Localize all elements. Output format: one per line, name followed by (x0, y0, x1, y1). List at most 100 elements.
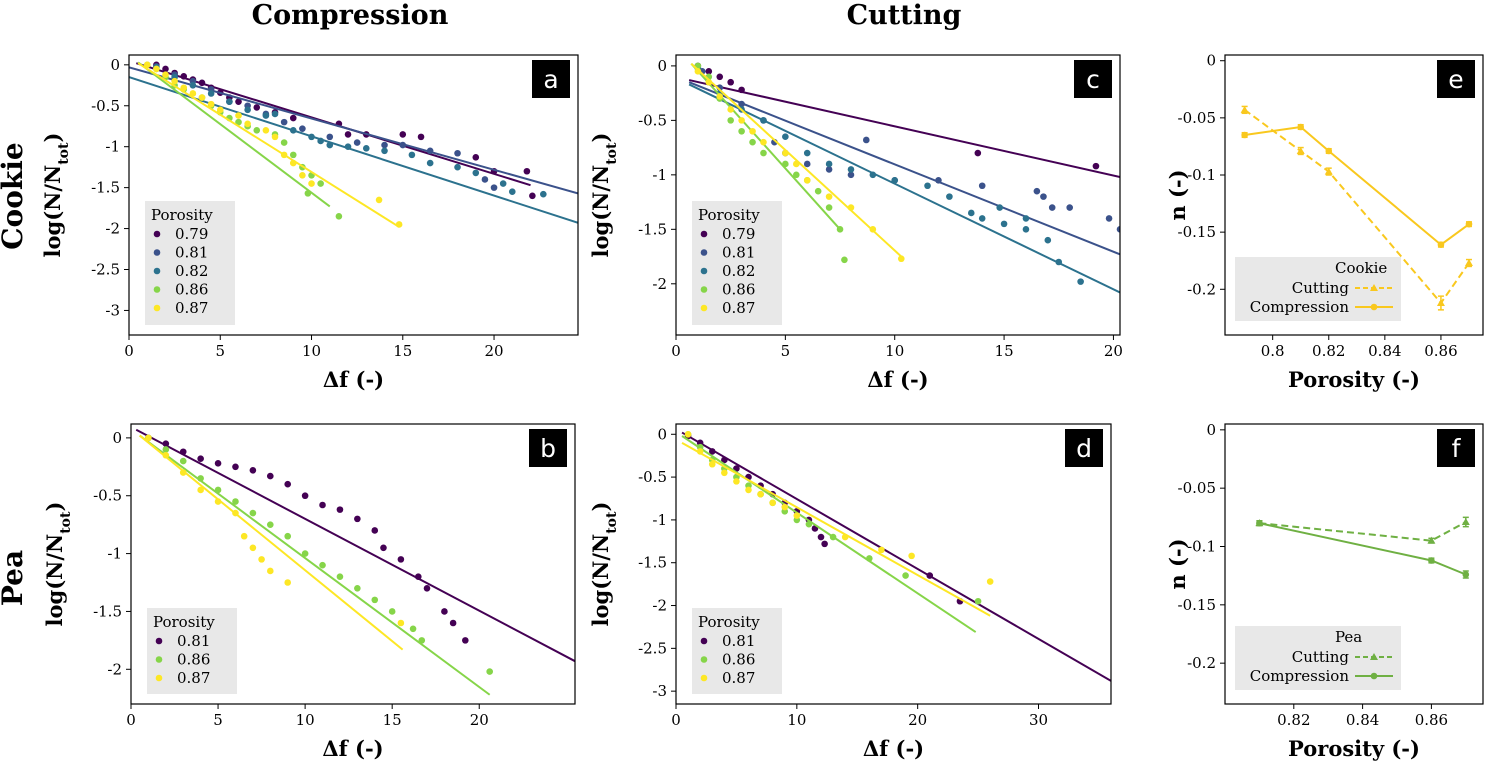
data-point (249, 544, 257, 552)
data-marker (1428, 557, 1435, 564)
data-marker (1241, 131, 1248, 139)
fit-line (137, 62, 400, 228)
fit-line (129, 76, 578, 224)
data-marker (1297, 123, 1305, 131)
data-point (249, 466, 257, 474)
data-point (354, 584, 361, 592)
data-point (716, 73, 724, 81)
legend-marker (700, 249, 708, 256)
y-axis-label: log(N/Ntot) (40, 133, 72, 258)
data-point (825, 160, 833, 168)
data-marker (1436, 299, 1445, 306)
series-0.87 (690, 62, 905, 263)
data-point (299, 125, 306, 132)
data-point (262, 127, 270, 134)
data-point (284, 532, 292, 540)
data-point (986, 578, 994, 585)
x-tick-label: 0.86 (1415, 711, 1448, 729)
legend-title: Porosity (698, 206, 760, 224)
legend-label: 0.81 (722, 632, 755, 650)
data-point (317, 180, 324, 187)
legend-marker (153, 230, 161, 238)
data-point (244, 106, 251, 114)
fit-line (137, 61, 331, 208)
data-point (335, 212, 343, 220)
data-point (216, 106, 224, 114)
data-point (974, 149, 982, 157)
data-point (825, 193, 833, 200)
panel-f: 0.82 0.84 0.86 0 -0.05 -0.1 -0.15 -0.2 Porosity … (1165, 421, 1484, 761)
plot-frame (1224, 54, 1484, 336)
data-point (189, 81, 197, 89)
data-point (271, 110, 279, 118)
data-marker (1462, 571, 1470, 578)
series-0.87 (137, 61, 403, 228)
data-point (301, 492, 309, 500)
data-point (266, 521, 274, 528)
data-point (171, 77, 178, 85)
fit-line (690, 62, 902, 258)
series-0.86 (139, 434, 493, 696)
legend-label: 0.81 (175, 244, 208, 262)
x-tick-label: 0.82 (1277, 711, 1310, 729)
y-tick-label: -0.2 (1187, 280, 1216, 298)
data-point (371, 527, 379, 534)
x-tick-label: 0.82 (1312, 342, 1345, 360)
panel-label-box (529, 429, 567, 467)
data-point (289, 114, 297, 122)
data-point (781, 503, 789, 511)
legend-marker (700, 304, 708, 312)
series-Cutting (1255, 516, 1470, 544)
data-point (727, 106, 734, 113)
y-axis-label-sub: tot (56, 142, 72, 165)
series-line (1259, 522, 1467, 576)
data-point (694, 68, 702, 75)
data-point (371, 596, 379, 604)
fit-line (688, 83, 1120, 294)
data-point (878, 546, 885, 554)
data-point (825, 166, 833, 173)
fit-line (129, 66, 578, 195)
data-point (289, 151, 297, 159)
y-tick-label: 0 (1206, 52, 1216, 70)
x-tick-label: 0.8 (1261, 342, 1285, 360)
series-Cutting (1240, 105, 1473, 311)
data-point (821, 540, 828, 548)
data-point (472, 154, 480, 161)
x-tick-label: 15 (995, 342, 1014, 360)
legend-marker (155, 656, 163, 663)
y-axis-label-close: ) (42, 502, 67, 512)
data-point (381, 141, 388, 149)
data-point (760, 149, 767, 157)
data-point (721, 469, 728, 477)
data-point (207, 100, 215, 108)
legend-marker (155, 674, 163, 682)
data-point (847, 171, 855, 179)
plot-area (681, 430, 1111, 682)
series-Compression (1241, 123, 1473, 249)
legend-label: Compression (1250, 298, 1350, 316)
data-point (449, 619, 457, 627)
y-tick-label: -1 (105, 138, 120, 156)
legend-label: Cutting (1292, 648, 1350, 666)
fit-line (139, 434, 404, 651)
x-tick-label: 0.84 (1368, 342, 1401, 360)
header-cutting: Cutting (847, 0, 962, 31)
data-point (408, 151, 416, 159)
data-point (946, 193, 953, 200)
data-point (749, 138, 756, 146)
y-tick-label: -0.15 (1178, 596, 1216, 614)
legend-title: Porosity (153, 613, 215, 631)
series-0.87 (681, 430, 994, 617)
x-axis-label: Δf (-) (323, 367, 384, 392)
fit-line (139, 434, 491, 696)
y-tick-label: -0.1 (1187, 538, 1216, 556)
panel-label: b (540, 434, 556, 463)
legend-marker (1370, 653, 1378, 660)
data-point (1022, 215, 1030, 222)
fit-line (688, 79, 1120, 178)
legend-marker (700, 267, 708, 275)
y-tick-label: -1.5 (91, 179, 120, 197)
